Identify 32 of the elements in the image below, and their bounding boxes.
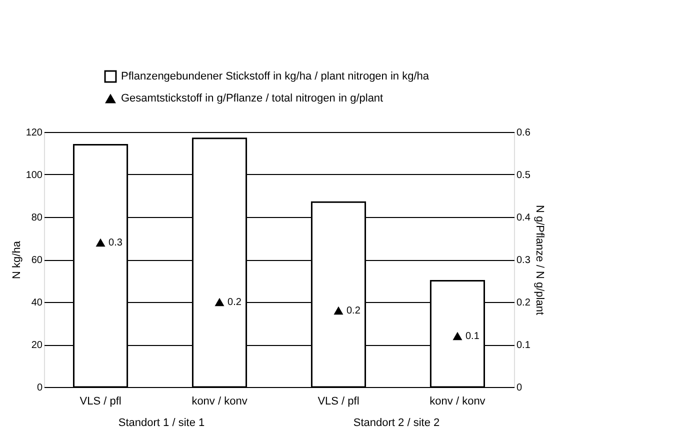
y2-tick-label: 0.1 [516,340,531,351]
y2-tick-label: 0.5 [516,170,531,181]
point [334,306,344,315]
y2-tick-label: 0 [516,382,522,394]
y2-tick-label: 0.6 [516,128,531,138]
x-tick-label: konv / konv [192,396,248,408]
x-tick-label: VLS / pfl [318,396,360,408]
text: Standort 1 / site 1 [118,417,205,429]
legend-label: Pflanzengebundener Stickstoff in kg/ha / plant nitrogen in kg/ha [121,70,430,82]
x-tick-label: konv / konv [430,396,486,408]
y-tick-label: 60 [31,255,43,266]
y-tick-label: 20 [31,340,43,351]
data-label: 0.1 [465,331,480,342]
y-tick-label: 120 [26,128,43,138]
data-label: 0.2 [346,306,361,316]
point [214,298,224,306]
y2-tick-label: 0.3 [516,255,531,266]
point [96,238,106,247]
y2-axis-title: N g/Pflanze / N g/plant [533,204,546,316]
y-tick-label: 0 [36,382,43,394]
x-tick-label: VLS / pfl [80,396,122,408]
y-tick-label: 80 [31,212,43,224]
y-axis-title: N kg/ha [10,240,23,279]
data-label: 0.2 [228,297,242,308]
y-tick-label: 100 [26,170,43,181]
point [452,332,462,340]
y2-tick-label: 0.2 [516,298,531,308]
y-tick-label: 40 [31,298,43,308]
text: Standort 2 / site 2 [353,417,440,429]
y2-tick-label: 0.4 [516,212,531,224]
data-label: 0.3 [108,238,123,248]
legend-label: Gesamtstickstoff in g/Pflanze / total nitrogen in g/plant [121,92,384,104]
